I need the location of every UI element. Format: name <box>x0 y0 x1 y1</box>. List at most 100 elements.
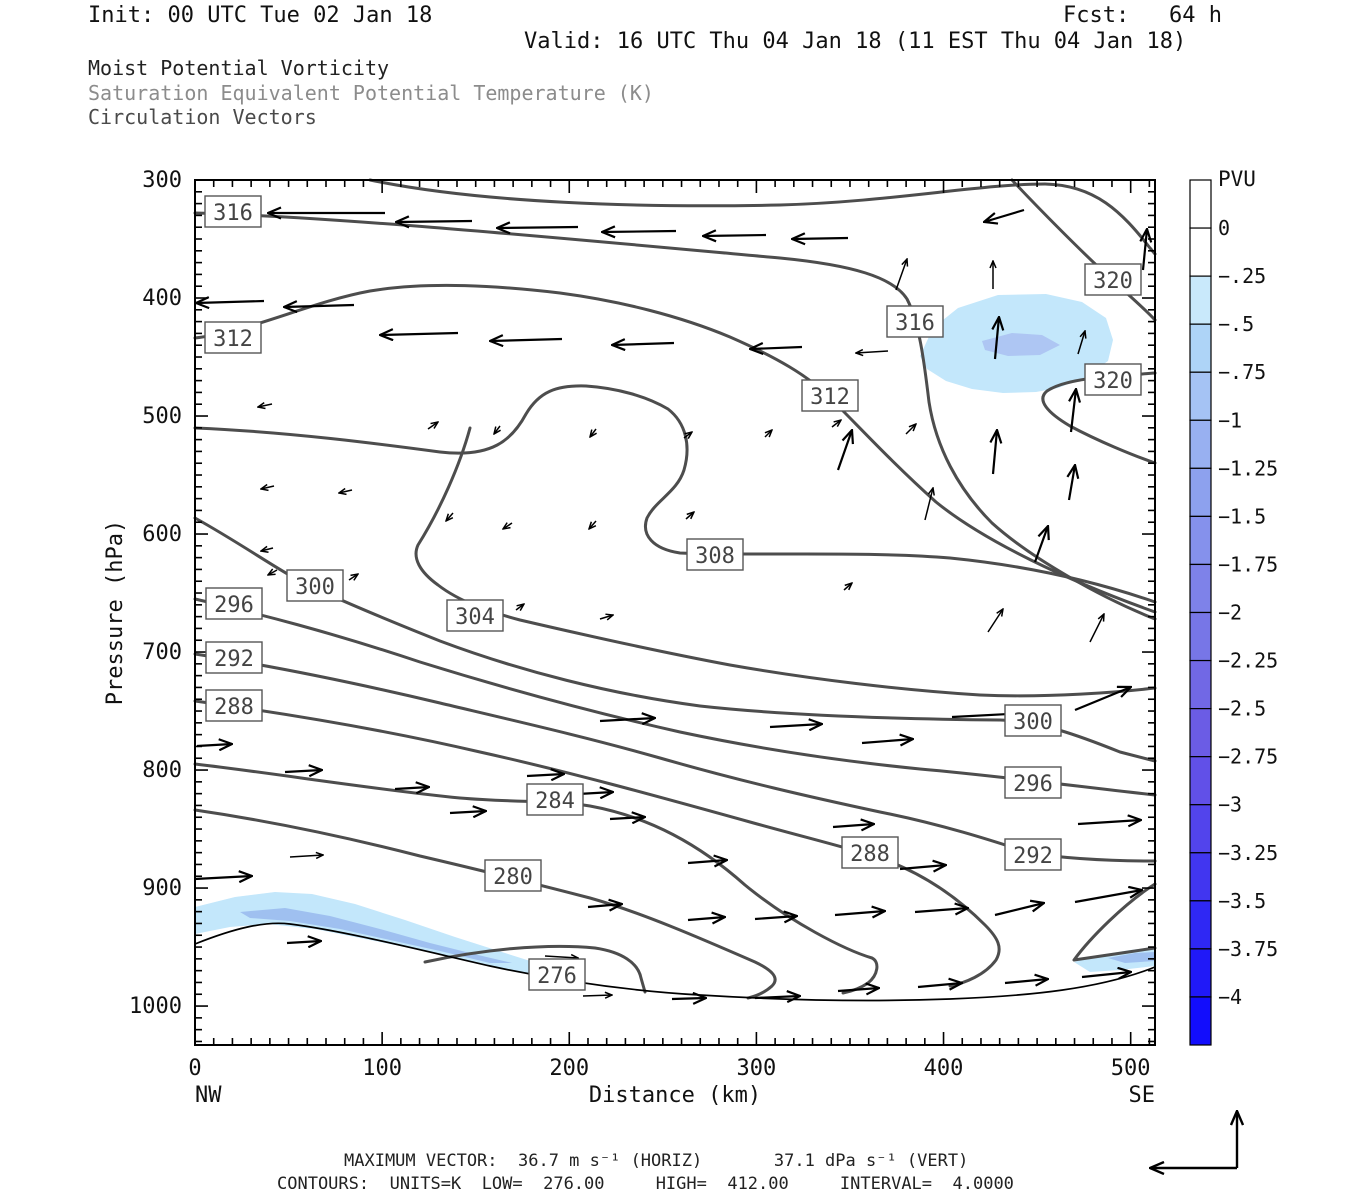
contour-label: 312 <box>213 327 253 352</box>
axis-labels: 0 100 200 300 400 500 300 400 500 600 700 800 900 100… <box>103 168 1155 1108</box>
vector-arrow <box>1081 972 1131 977</box>
vector-arrow <box>994 903 1044 917</box>
vector-arrow <box>599 615 613 619</box>
colorbar-tick-label: −3.25 <box>1218 841 1278 865</box>
x-tick-label: 200 <box>549 1056 589 1081</box>
vector-arrow <box>831 420 841 428</box>
colorbar-segment <box>1189 756 1212 806</box>
colorbar-segment <box>1189 659 1212 710</box>
vector-arrow <box>984 208 1025 222</box>
colorbar-tick-label: −1.5 <box>1218 504 1266 528</box>
vector-arrow <box>754 996 800 998</box>
x-tick-label: 0 <box>188 1056 201 1081</box>
contour-label-box <box>1004 766 1062 799</box>
x-tick-label: 300 <box>737 1056 777 1081</box>
x-tick-label: 500 <box>1111 1056 1151 1081</box>
vector-arrow <box>856 351 889 353</box>
contour-label: 280 <box>493 865 533 890</box>
contour-line-292 <box>193 652 1157 863</box>
vector-arrow <box>515 604 524 610</box>
vector-arrow <box>1069 465 1075 501</box>
forecast-hour-label: Fcst: 64 h <box>1063 3 1222 28</box>
contour-label-box <box>286 569 344 602</box>
colorbar-segment <box>1189 515 1212 566</box>
vector-arrow <box>494 425 500 434</box>
vector-arrow <box>497 227 579 228</box>
contour-label: 276 <box>537 964 577 989</box>
vector-arrow <box>861 739 913 743</box>
vector-arrow <box>1004 979 1048 983</box>
contour-line-288 <box>193 699 1001 988</box>
colorbar-segment <box>1189 179 1212 229</box>
vector-arrow <box>348 574 358 580</box>
colorbar-tick-label: −1 <box>1218 408 1242 432</box>
colorbar-segment <box>1189 275 1212 325</box>
contour-label-box <box>526 783 584 816</box>
colorbar-tick-label: −4 <box>1218 985 1242 1009</box>
colorbar-tick-label: −.25 <box>1218 264 1266 288</box>
colorbar-tick-label: −.5 <box>1218 312 1254 336</box>
contour-label: 288 <box>214 695 254 720</box>
contour-label-box <box>1084 363 1142 396</box>
vector-arrow <box>526 774 564 776</box>
vector-arrow <box>394 787 429 789</box>
contour-label: 296 <box>1013 772 1053 797</box>
contour-label: 292 <box>214 647 254 672</box>
contour-line-280 <box>193 808 777 1000</box>
contour-label-box <box>205 587 263 620</box>
vector-arrow <box>1089 614 1104 643</box>
contour-label: 320 <box>1093 369 1133 394</box>
colorbar-tick-label: −1.75 <box>1218 552 1278 576</box>
vector-arrow <box>995 317 999 360</box>
contour-label-box <box>446 599 504 632</box>
vector-arrow <box>843 583 852 591</box>
contour-label-box <box>484 859 542 892</box>
contour-label: 288 <box>850 842 890 867</box>
vector-arrow <box>832 824 874 827</box>
field-title-thetaes: Saturation Equivalent Potential Temperat… <box>88 81 654 105</box>
contour-label: 292 <box>1013 844 1053 869</box>
colorbar-segment <box>1189 900 1212 950</box>
vector-arrow <box>380 333 459 335</box>
vector-arrow <box>836 430 852 471</box>
contour-labels-layer: 316 312 320 316 320 312 308 300 296 304 292 288 300 2… <box>204 195 1142 991</box>
contour-label: 308 <box>695 544 735 569</box>
contour-label: 312 <box>810 385 850 410</box>
contour-label-box <box>1004 704 1062 737</box>
contour-label: 300 <box>1013 710 1053 735</box>
vector-arrow <box>1033 526 1048 563</box>
contour-label: 316 <box>213 201 253 226</box>
vector-arrow <box>917 983 962 987</box>
colorbar-tick-label: −2.5 <box>1218 697 1266 721</box>
contour-label: 316 <box>895 311 935 336</box>
vector-arrow <box>449 811 486 813</box>
vector-arrow <box>427 422 438 430</box>
vector-arrow <box>754 916 797 919</box>
vector-arrow <box>687 860 727 863</box>
vector-arrow <box>339 490 353 493</box>
colorbar-tick-label: −2.25 <box>1218 649 1278 673</box>
contour-label: 320 <box>1093 269 1133 294</box>
vector-arrow <box>987 609 1003 633</box>
vector-arrow <box>194 876 252 879</box>
contour-line-292 <box>1072 882 1157 962</box>
vector-arrow <box>792 238 849 239</box>
y-tick-label: 500 <box>142 404 182 429</box>
colorbar-segment <box>1189 563 1212 614</box>
vector-arrow <box>196 744 232 746</box>
vector-arrow <box>837 988 879 991</box>
vector-arrow <box>683 432 692 438</box>
vector-arrow <box>750 347 803 349</box>
y-tick-label: 600 <box>142 522 182 547</box>
vector-arrow <box>1143 229 1147 271</box>
colorbar-tick-label: −2.75 <box>1218 745 1278 769</box>
surface-line <box>194 922 1156 1002</box>
y-tick-label: 900 <box>142 876 182 901</box>
vector-arrow <box>590 428 596 437</box>
vector-arrow <box>258 404 273 407</box>
colorbar-segment <box>1189 323 1212 373</box>
y-tick-label: 400 <box>142 286 182 311</box>
vector-arrow <box>687 917 725 920</box>
contour-label-box <box>801 379 859 412</box>
